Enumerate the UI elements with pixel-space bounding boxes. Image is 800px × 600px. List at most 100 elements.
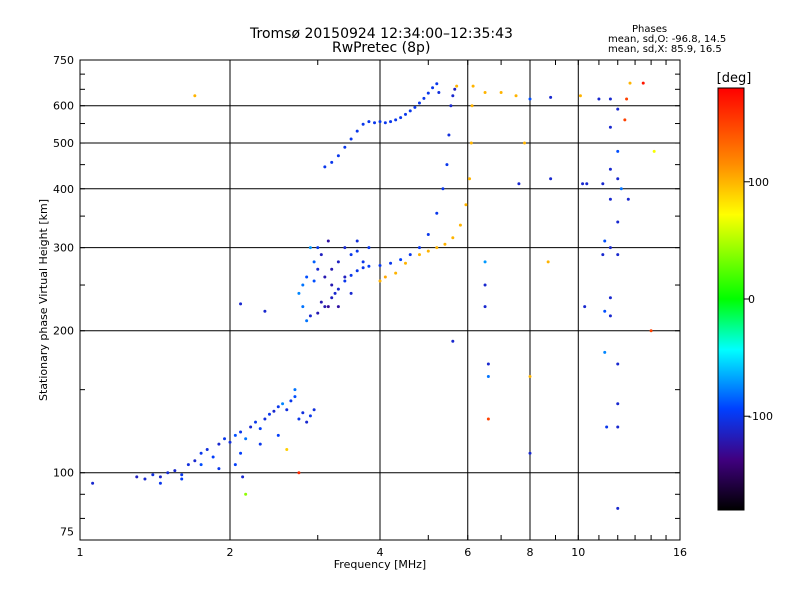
data-point	[417, 253, 421, 257]
data-point	[319, 253, 323, 257]
y-tick-label: 750	[53, 54, 74, 67]
data-point	[241, 475, 245, 479]
data-point	[217, 467, 221, 471]
data-point	[378, 120, 382, 124]
stat-x-mode: mean, sd,X: 85.9, 16.5	[608, 44, 722, 55]
data-point	[355, 269, 359, 273]
data-point	[343, 275, 347, 279]
data-point	[546, 260, 550, 264]
data-point	[528, 97, 532, 101]
data-point	[601, 253, 605, 257]
data-point	[301, 305, 305, 309]
data-point	[336, 287, 340, 291]
data-point	[326, 305, 330, 309]
data-point	[349, 291, 353, 295]
data-point	[244, 437, 248, 441]
y-tick-label: 300	[53, 242, 74, 255]
data-point	[437, 90, 441, 94]
y-tick-label: 75	[60, 526, 74, 539]
data-point	[649, 329, 653, 333]
data-point	[244, 492, 248, 496]
data-point	[180, 477, 184, 481]
data-point	[263, 309, 267, 313]
y-tick-label: 400	[53, 183, 74, 196]
data-point	[447, 133, 451, 137]
data-point	[239, 302, 243, 306]
data-point	[308, 414, 312, 418]
data-point	[583, 305, 587, 309]
data-point	[361, 266, 365, 270]
data-point	[297, 417, 301, 421]
data-point	[272, 409, 276, 413]
data-point	[367, 264, 371, 268]
data-point	[373, 121, 377, 125]
phases-title: Phases	[632, 24, 668, 35]
data-point	[312, 408, 316, 412]
stat-o-mode: mean, sd,O: -96.8, 14.5	[608, 34, 727, 45]
data-point	[205, 447, 209, 451]
data-point	[616, 107, 620, 111]
data-point	[249, 425, 253, 429]
data-point	[349, 253, 353, 257]
data-point	[193, 94, 197, 98]
data-point	[616, 506, 620, 510]
data-point	[330, 296, 334, 300]
data-point	[483, 90, 487, 94]
x-tick-label: 16	[673, 546, 687, 559]
data-point	[135, 475, 139, 479]
data-point	[451, 236, 455, 240]
data-point	[464, 203, 468, 207]
data-point	[276, 405, 280, 409]
data-point	[301, 411, 305, 415]
colorbar-label: [deg]	[717, 71, 752, 86]
data-point	[343, 145, 347, 149]
colorbar	[718, 88, 744, 510]
data-point	[293, 388, 297, 392]
data-point	[626, 197, 630, 201]
data-point	[223, 437, 227, 441]
data-point	[343, 246, 347, 250]
data-point	[180, 473, 184, 477]
x-axis-label: Frequency [MHz]	[334, 558, 426, 571]
data-point	[305, 420, 309, 424]
data-point	[486, 374, 490, 378]
data-point	[239, 430, 243, 434]
data-point	[623, 118, 627, 122]
data-point	[367, 246, 371, 250]
data-point	[233, 433, 237, 437]
data-point	[394, 118, 398, 122]
data-point	[578, 94, 582, 98]
data-point	[308, 314, 312, 318]
data-point	[603, 350, 607, 354]
data-point	[263, 417, 267, 421]
data-point	[239, 451, 243, 455]
axis-ticks: 1 2 4 6 8 10 16 75 100 200 300 400 500 600 750	[53, 54, 687, 559]
data-point	[305, 275, 309, 279]
data-point	[605, 425, 609, 429]
data-point	[186, 463, 190, 467]
data-point	[301, 283, 305, 287]
data-points	[91, 81, 656, 510]
data-point	[528, 374, 532, 378]
data-point	[435, 246, 439, 250]
data-point	[193, 459, 197, 463]
data-point	[312, 279, 316, 283]
data-point	[361, 122, 365, 126]
data-point	[422, 96, 426, 100]
data-point	[305, 319, 309, 323]
data-point	[326, 239, 330, 243]
data-point	[468, 177, 472, 181]
data-point	[166, 471, 170, 475]
data-point	[355, 239, 359, 243]
data-point	[455, 84, 459, 88]
data-point	[486, 362, 490, 366]
data-point	[378, 279, 382, 283]
data-point	[514, 94, 518, 98]
data-point	[597, 97, 601, 101]
data-point	[608, 125, 612, 129]
data-point	[228, 440, 232, 444]
data-point	[441, 187, 445, 191]
data-point	[608, 296, 612, 300]
data-point	[616, 425, 620, 429]
